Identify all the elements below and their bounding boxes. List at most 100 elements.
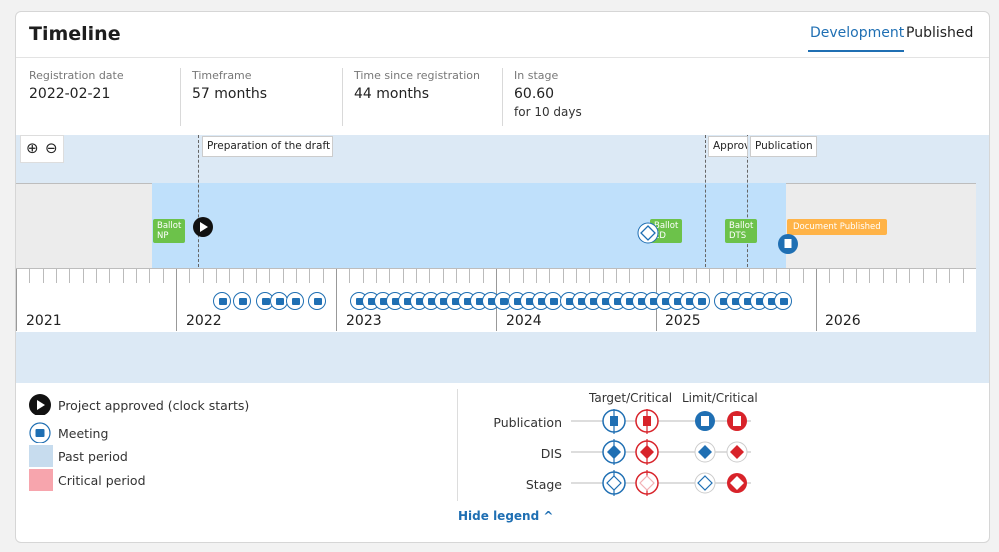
zoom-in-icon[interactable]: ⊕ bbox=[26, 139, 39, 157]
month-tick bbox=[29, 269, 31, 283]
page-title: Timeline bbox=[29, 23, 121, 45]
month-tick bbox=[762, 269, 764, 283]
month-tick bbox=[309, 269, 311, 283]
phase-preparation-label[interactable]: Preparation of the draft bbox=[202, 136, 333, 157]
meeting-icon[interactable] bbox=[256, 292, 274, 310]
stat-label: Registration date bbox=[29, 69, 124, 82]
legend-label: Critical period bbox=[58, 473, 146, 488]
month-tick bbox=[429, 269, 431, 283]
phase-boundary bbox=[198, 135, 199, 267]
stat-label: Time since registration bbox=[354, 69, 480, 82]
legend-row-label: DIS bbox=[540, 446, 562, 461]
tab-development[interactable]: Development bbox=[810, 25, 905, 41]
month-tick bbox=[909, 269, 911, 283]
month-tick bbox=[642, 269, 644, 283]
meeting-icon[interactable] bbox=[286, 292, 304, 310]
month-tick bbox=[802, 269, 804, 283]
card-header: Timeline Development Published bbox=[16, 12, 989, 58]
month-tick bbox=[269, 269, 271, 283]
chip-line: Document Published bbox=[793, 222, 881, 232]
month-tick bbox=[482, 269, 484, 283]
timeline-area[interactable]: ⊕ ⊖ Preparation of the draft Approv Publ… bbox=[16, 135, 989, 383]
month-tick bbox=[295, 269, 297, 283]
meeting-icon[interactable] bbox=[213, 292, 231, 310]
stat-value: 44 months bbox=[354, 86, 429, 102]
meeting-icon[interactable] bbox=[233, 292, 251, 310]
month-tick bbox=[149, 269, 151, 283]
month-tick bbox=[775, 269, 777, 283]
month-tick bbox=[549, 269, 551, 283]
month-tick bbox=[789, 269, 791, 283]
phase-publication-label[interactable]: Publication bbox=[750, 136, 817, 157]
month-tick bbox=[615, 269, 617, 283]
legend-row-label: Publication bbox=[493, 415, 562, 430]
ballot-dts-chip[interactable]: Ballot DTS bbox=[725, 219, 758, 243]
stat-label: Timeframe bbox=[192, 69, 252, 82]
meeting-icon[interactable] bbox=[308, 292, 326, 310]
month-tick bbox=[895, 269, 897, 283]
critical-swatch bbox=[29, 469, 53, 491]
month-tick bbox=[682, 269, 684, 283]
month-tick bbox=[455, 269, 457, 283]
legend: Project approved (clock starts) Meeting … bbox=[16, 383, 989, 542]
limit-critical-publication-icon bbox=[727, 411, 747, 431]
meeting-icon[interactable] bbox=[692, 292, 710, 310]
active-tab-indicator bbox=[808, 50, 904, 52]
year-label: 2025 bbox=[665, 313, 701, 329]
month-tick bbox=[695, 269, 697, 283]
meeting-icon[interactable] bbox=[774, 292, 792, 310]
month-tick bbox=[349, 269, 351, 283]
month-tick bbox=[215, 269, 217, 283]
phase-approval-label[interactable]: Approv bbox=[708, 136, 748, 157]
stats-bar: Registration date 2022-02-21 Timeframe 5… bbox=[16, 58, 989, 136]
chip-line: DTS bbox=[729, 231, 747, 241]
meeting-icon[interactable] bbox=[544, 292, 562, 310]
legend-symbol-grid bbox=[571, 409, 751, 496]
hide-legend-button[interactable]: Hide legend ^ bbox=[458, 509, 554, 523]
month-tick bbox=[415, 269, 417, 283]
month-tick bbox=[589, 269, 591, 283]
project-approved-play-icon[interactable] bbox=[192, 216, 214, 238]
month-tick bbox=[562, 269, 564, 283]
month-tick bbox=[922, 269, 924, 283]
month-tick bbox=[842, 269, 844, 283]
ballot-np-chip[interactable]: Ballot NP bbox=[153, 219, 186, 243]
document-published-chip[interactable]: Document Published bbox=[787, 219, 887, 235]
year-label: 2022 bbox=[186, 313, 222, 329]
phase-boundary bbox=[747, 135, 748, 267]
target-publication-icon bbox=[602, 409, 626, 434]
past-period bbox=[152, 183, 786, 268]
month-tick bbox=[189, 269, 191, 283]
month-tick bbox=[882, 269, 884, 283]
month-tick bbox=[95, 269, 97, 283]
critical-stage-icon bbox=[635, 470, 659, 496]
month-tick bbox=[389, 269, 391, 283]
stage-marker-diamond-icon[interactable] bbox=[637, 222, 659, 244]
critical-dis-icon bbox=[635, 439, 659, 465]
stat-value: 60.60 bbox=[514, 86, 555, 102]
month-tick bbox=[709, 269, 711, 283]
target-stage-icon bbox=[602, 470, 626, 496]
stat-timeframe: Timeframe 57 months bbox=[192, 69, 267, 125]
month-tick bbox=[855, 269, 857, 283]
month-tick bbox=[829, 269, 831, 283]
stat-in-stage: In stage 60.60 for 10 days bbox=[514, 69, 582, 125]
month-tick bbox=[109, 269, 111, 283]
month-tick bbox=[469, 269, 471, 283]
timeline-card: Timeline Development Published Registrat… bbox=[15, 11, 990, 543]
publication-document-icon[interactable] bbox=[777, 233, 799, 255]
zoom-out-icon[interactable]: ⊖ bbox=[45, 139, 58, 157]
year-label: 2023 bbox=[346, 313, 382, 329]
month-tick bbox=[535, 269, 537, 283]
month-tick bbox=[575, 269, 577, 283]
meeting-icon bbox=[29, 422, 51, 443]
month-tick bbox=[42, 269, 44, 283]
stat-sub: for 10 days bbox=[514, 105, 582, 119]
tab-published[interactable]: Published bbox=[906, 25, 974, 41]
chip-line: Ballot bbox=[157, 221, 182, 231]
month-tick bbox=[722, 269, 724, 283]
limit-critical-dis-icon bbox=[726, 441, 748, 463]
year-tick bbox=[176, 269, 177, 331]
year-tick bbox=[16, 269, 17, 331]
month-tick bbox=[402, 269, 404, 283]
